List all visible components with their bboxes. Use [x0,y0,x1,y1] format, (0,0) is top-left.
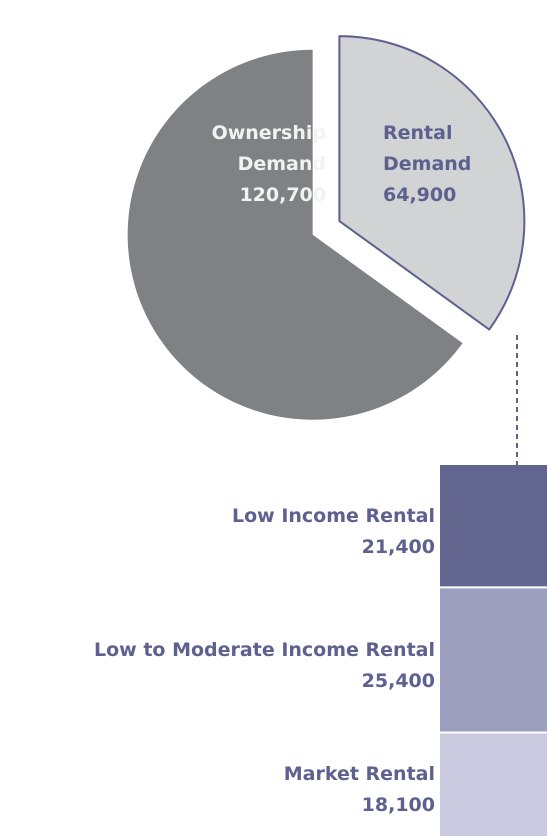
segment-value: 25,400 [361,669,435,692]
slice-name: Ownership Demand [211,122,326,175]
segment-value: 18,100 [361,794,435,817]
pie-slice [338,35,526,331]
segment-name: Low to Moderate Income Rental [94,638,435,661]
bar-segment [440,587,547,733]
bar-segment [440,465,547,588]
segment-value: 21,400 [361,536,435,559]
slice-name: Rental Demand [383,122,472,175]
bar-segment [440,732,547,836]
segment-name: Market Rental [283,763,435,786]
slice-value: 64,900 [383,184,457,206]
segment-name: Low Income Rental [232,505,435,528]
slice-label: Ownership Demand 120,700 [176,118,326,211]
segment-label: Low Income Rental 21,400 [232,501,435,563]
slice-label: Rental Demand 64,900 [383,118,523,211]
slice-value: 120,700 [239,184,326,206]
segment-label: Market Rental 18,100 [284,759,435,821]
segment-label: Low to Moderate Income Rental 25,400 [94,635,435,697]
pie-slice [127,49,463,420]
